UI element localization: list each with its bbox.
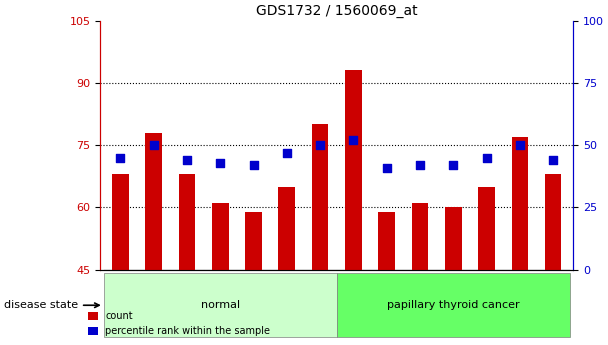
Point bbox=[315, 142, 325, 148]
Point bbox=[182, 157, 192, 163]
Bar bbox=[403, 270, 437, 345]
Bar bbox=[312, 124, 328, 270]
Bar bbox=[137, 270, 170, 345]
Bar bbox=[503, 270, 536, 345]
Point bbox=[449, 162, 458, 168]
Point bbox=[515, 142, 525, 148]
FancyBboxPatch shape bbox=[104, 273, 337, 337]
Bar bbox=[170, 270, 204, 345]
Bar bbox=[245, 211, 262, 270]
Bar bbox=[212, 203, 229, 270]
Bar bbox=[511, 137, 528, 270]
Text: disease state: disease state bbox=[4, 300, 99, 310]
Bar bbox=[145, 133, 162, 270]
Text: papillary thyroid cancer: papillary thyroid cancer bbox=[387, 300, 520, 310]
Bar bbox=[278, 187, 295, 270]
Point bbox=[382, 165, 392, 170]
Text: normal: normal bbox=[201, 300, 240, 310]
FancyBboxPatch shape bbox=[337, 273, 570, 337]
Bar bbox=[112, 174, 129, 270]
Bar bbox=[237, 270, 270, 345]
Bar bbox=[445, 207, 461, 270]
Legend: count, percentile rank within the sample: count, percentile rank within the sample bbox=[84, 307, 274, 340]
Bar bbox=[345, 70, 362, 270]
Point bbox=[215, 160, 225, 165]
Bar bbox=[104, 270, 137, 345]
Point bbox=[282, 150, 292, 155]
Bar bbox=[270, 270, 303, 345]
Point bbox=[415, 162, 425, 168]
Bar bbox=[412, 203, 428, 270]
Point bbox=[116, 155, 125, 160]
Point bbox=[348, 137, 358, 143]
Bar bbox=[179, 174, 195, 270]
Bar bbox=[478, 187, 495, 270]
Point bbox=[249, 162, 258, 168]
Bar bbox=[536, 270, 570, 345]
Bar bbox=[378, 211, 395, 270]
Bar bbox=[470, 270, 503, 345]
Bar bbox=[204, 270, 237, 345]
Point bbox=[149, 142, 159, 148]
Bar bbox=[545, 174, 561, 270]
Bar bbox=[303, 270, 337, 345]
Bar bbox=[437, 270, 470, 345]
Point bbox=[548, 157, 558, 163]
Bar bbox=[370, 270, 403, 345]
Point bbox=[482, 155, 491, 160]
Title: GDS1732 / 1560069_at: GDS1732 / 1560069_at bbox=[256, 4, 418, 18]
Bar bbox=[337, 270, 370, 345]
